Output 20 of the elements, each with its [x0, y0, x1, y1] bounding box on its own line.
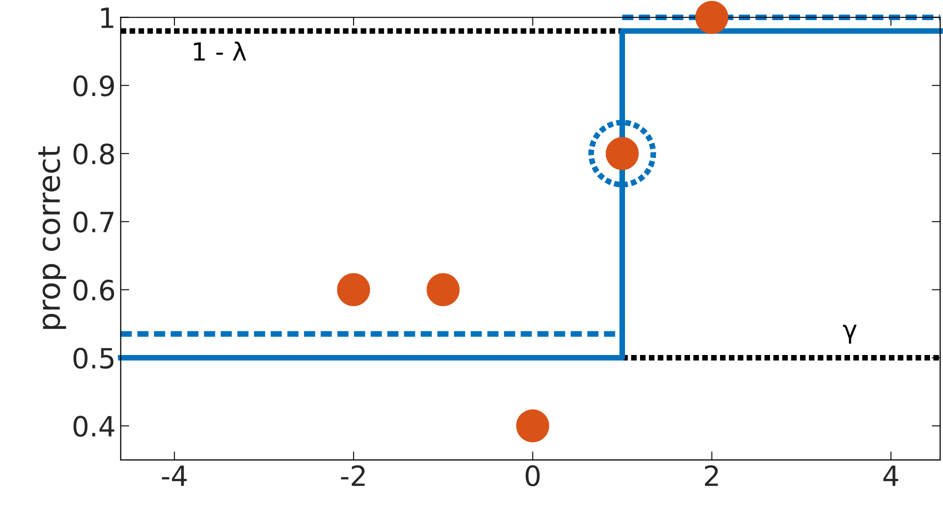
y-tick-label: 0.6	[74, 280, 114, 301]
annotation: 1 - λ	[194, 42, 246, 61]
point	[695, 0, 728, 34]
x-tick-label: 0	[526, 465, 540, 486]
y-tick-label: 0.9	[74, 75, 114, 96]
x-tick-label: -2	[341, 465, 365, 486]
x-tick-label: 4	[883, 466, 898, 486]
y-tick-label: 1	[101, 8, 114, 28]
y-tick-label: 0.5	[74, 348, 114, 369]
point	[588, 120, 656, 188]
y-tick-label: 0.4	[74, 416, 114, 437]
point	[426, 273, 460, 306]
x-tick-label: -4	[162, 466, 187, 486]
point	[516, 409, 550, 442]
y-axis-title: prop correct	[38, 146, 66, 329]
annotation: γ	[843, 324, 857, 344]
y-tick-label: 0.8	[74, 143, 114, 164]
y-tick-label: 0.7	[74, 212, 114, 233]
point	[337, 273, 370, 306]
x-tick-label: 2	[704, 465, 718, 486]
